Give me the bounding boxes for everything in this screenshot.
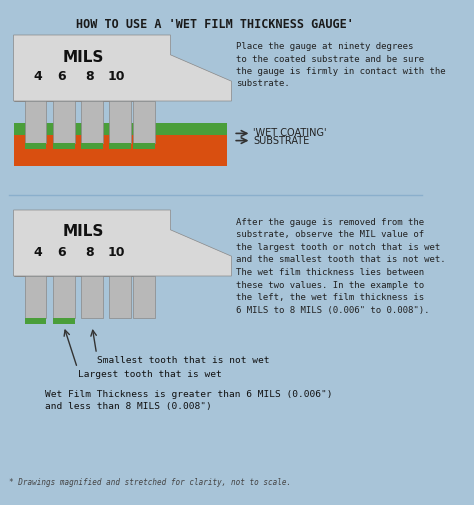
Text: HOW TO USE A 'WET FILM THICKNESS GAUGE': HOW TO USE A 'WET FILM THICKNESS GAUGE' [76,18,354,31]
Bar [14,131,227,166]
Text: Wet Film Thickness is greater than 6 MILS (0.006")
and less than 8 MILS (0.008"): Wet Film Thickness is greater than 6 MIL… [46,390,333,412]
Text: Place the gauge at ninety degrees
to the coated substrate and be sure
the gauge : Place the gauge at ninety degrees to the… [236,42,446,88]
Text: 10: 10 [107,71,125,83]
Text: 8: 8 [85,245,94,259]
Polygon shape [14,210,231,276]
Text: 6: 6 [57,245,66,259]
Bar [109,143,131,149]
Polygon shape [14,35,231,101]
Text: 4: 4 [33,245,42,259]
Polygon shape [14,101,155,143]
Bar [81,143,103,149]
Bar [25,318,46,324]
Text: 'WET COATING': 'WET COATING' [253,128,327,138]
Bar [25,143,46,149]
Text: MILS: MILS [63,49,104,65]
Text: 10: 10 [107,245,125,259]
Bar [53,143,74,149]
Bar [14,123,227,135]
Text: * Drawings magnified and stretched for clarity, not to scale.: * Drawings magnified and stretched for c… [9,478,291,487]
Text: MILS: MILS [63,225,104,239]
Bar [53,318,74,324]
Text: Smallest tooth that is not wet: Smallest tooth that is not wet [98,356,270,365]
Text: 4: 4 [33,71,42,83]
Bar [133,143,155,149]
Polygon shape [14,276,155,318]
Text: SUBSTRATE: SUBSTRATE [253,136,310,145]
Text: Largest tooth that is wet: Largest tooth that is wet [78,370,222,379]
Text: After the gauge is removed from the
substrate, observe the MIL value of
the larg: After the gauge is removed from the subs… [236,218,446,315]
Text: 6: 6 [57,71,66,83]
Text: 8: 8 [85,71,94,83]
